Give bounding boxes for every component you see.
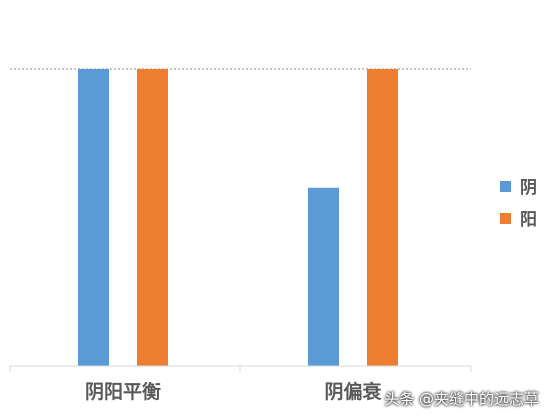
legend-label-yin: 阴 bbox=[520, 178, 537, 198]
legend-swatch-yang bbox=[500, 213, 511, 224]
legend-swatch-yin bbox=[500, 181, 511, 192]
category-label-1: 阴偏衰 bbox=[324, 380, 382, 403]
bar-yang-1 bbox=[367, 69, 398, 366]
category-label-0: 阴阳平衡 bbox=[85, 380, 161, 403]
bar-yin-0 bbox=[78, 69, 109, 366]
bar-yin-1 bbox=[308, 187, 339, 366]
bars-group bbox=[78, 69, 398, 366]
bar-yang-0 bbox=[137, 69, 168, 366]
legend-label-yang: 阳 bbox=[520, 210, 537, 230]
watermark: 头条 @夹缝中的远志草 bbox=[384, 390, 539, 408]
